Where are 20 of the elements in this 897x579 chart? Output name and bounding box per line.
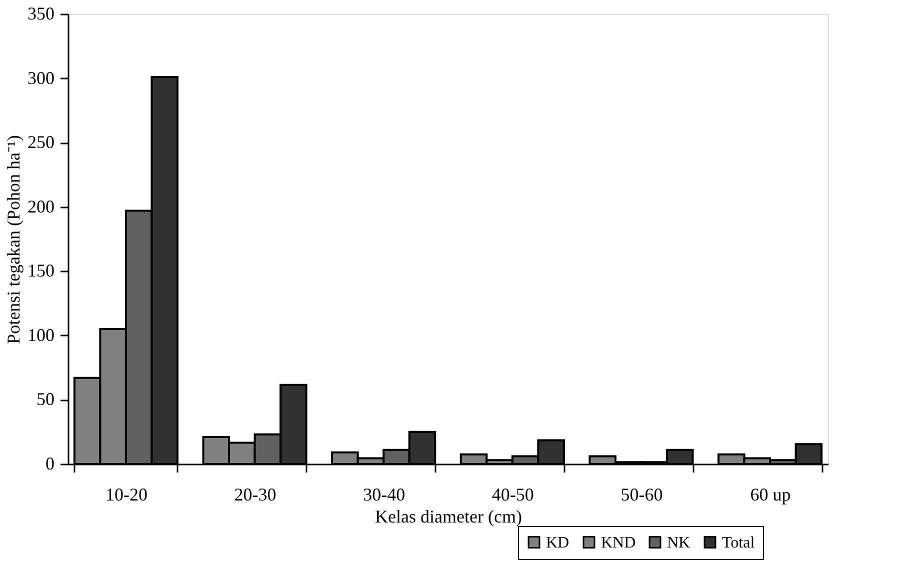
y-tick-label: 200 — [28, 196, 54, 216]
y-tick-label: 100 — [28, 324, 54, 345]
legend-label: KND — [601, 534, 636, 552]
legend-label: KD — [546, 534, 570, 552]
legend-label: NK — [667, 534, 691, 552]
legend-label: Total — [722, 534, 756, 552]
y-tick-label: 350 — [28, 4, 54, 24]
y-tick-label: 0 — [46, 454, 54, 474]
y-axis-title: Potensi tegakan (Pohon ha⁻¹) — [4, 135, 24, 344]
y-tick-label: 50 — [36, 389, 54, 410]
x-tick-label: 10-20 — [105, 484, 148, 504]
y-tick-label: 250 — [28, 132, 54, 152]
x-axis-title: Kelas diameter (cm) — [375, 506, 522, 526]
x-tick-label: 20-30 — [234, 484, 276, 504]
x-tick-label: 60 up — [750, 484, 791, 504]
y-tick-label: 300 — [28, 68, 54, 88]
x-tick-label: 40-50 — [492, 484, 534, 504]
x-tick-label: 50-60 — [620, 484, 663, 504]
x-tick-label: 30-40 — [363, 484, 406, 504]
y-tick-label: 150 — [28, 260, 54, 281]
